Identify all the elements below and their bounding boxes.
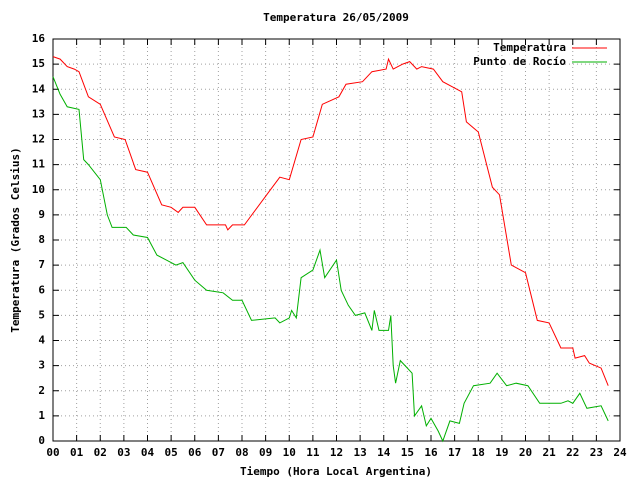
x-tick-label: 24 xyxy=(613,446,627,459)
y-tick-label: 16 xyxy=(32,32,46,45)
y-tick-label: 1 xyxy=(38,409,45,422)
x-tick-label: 15 xyxy=(401,446,414,459)
x-tick-label: 08 xyxy=(235,446,248,459)
x-tick-label: 02 xyxy=(94,446,107,459)
y-tick-label: 4 xyxy=(38,334,45,347)
y-tick-label: 12 xyxy=(32,133,45,146)
x-tick-label: 11 xyxy=(306,446,320,459)
y-tick-label: 13 xyxy=(32,107,45,120)
x-tick-label: 06 xyxy=(188,446,202,459)
x-tick-label: 17 xyxy=(448,446,461,459)
y-tick-label: 15 xyxy=(32,57,45,70)
plot-frame xyxy=(52,38,621,442)
chart-title: Temperatura 26/05/2009 xyxy=(263,11,409,24)
x-tick-label: 13 xyxy=(354,446,367,459)
x-tick-label: 05 xyxy=(165,446,178,459)
series-line xyxy=(52,56,609,386)
x-tick-label: 03 xyxy=(117,446,130,459)
x-tick-label: 21 xyxy=(543,446,557,459)
x-tick-label: 14 xyxy=(377,446,391,459)
y-tick-label: 11 xyxy=(32,158,46,171)
x-tick-label: 09 xyxy=(259,446,272,459)
x-tick-label: 16 xyxy=(424,446,438,459)
x-tick-label: 10 xyxy=(283,446,296,459)
x-tick-label: 07 xyxy=(212,446,225,459)
x-tick-label: 12 xyxy=(330,446,343,459)
y-tick-label: 2 xyxy=(38,384,45,397)
x-tick-label: 23 xyxy=(590,446,603,459)
x-tick-label: 18 xyxy=(472,446,485,459)
x-tick-label: 00 xyxy=(46,446,59,459)
x-tick-label: 22 xyxy=(566,446,579,459)
y-tick-label: 14 xyxy=(32,82,46,95)
x-tick-label: 01 xyxy=(70,446,84,459)
y-tick-label: 7 xyxy=(38,258,45,271)
x-tick-label: 19 xyxy=(495,446,508,459)
y-axis-label: Temperatura (Grados Celsius) xyxy=(9,147,22,332)
legend-label: Punto de Rocío xyxy=(473,55,566,68)
y-tick-label: 6 xyxy=(38,283,45,296)
legend-label: Temperatura xyxy=(493,41,566,54)
y-tick-label: 5 xyxy=(38,308,45,321)
y-tick-label: 10 xyxy=(32,183,45,196)
y-tick-label: 3 xyxy=(38,359,45,372)
series-line xyxy=(52,76,609,443)
x-tick-label: 20 xyxy=(519,446,532,459)
x-tick-label: 04 xyxy=(141,446,155,459)
x-axis-label: Tiempo (Hora Local Argentina) xyxy=(240,465,432,478)
y-tick-label: 8 xyxy=(38,233,45,246)
y-tick-label: 0 xyxy=(38,434,45,447)
y-tick-label: 9 xyxy=(38,208,45,221)
